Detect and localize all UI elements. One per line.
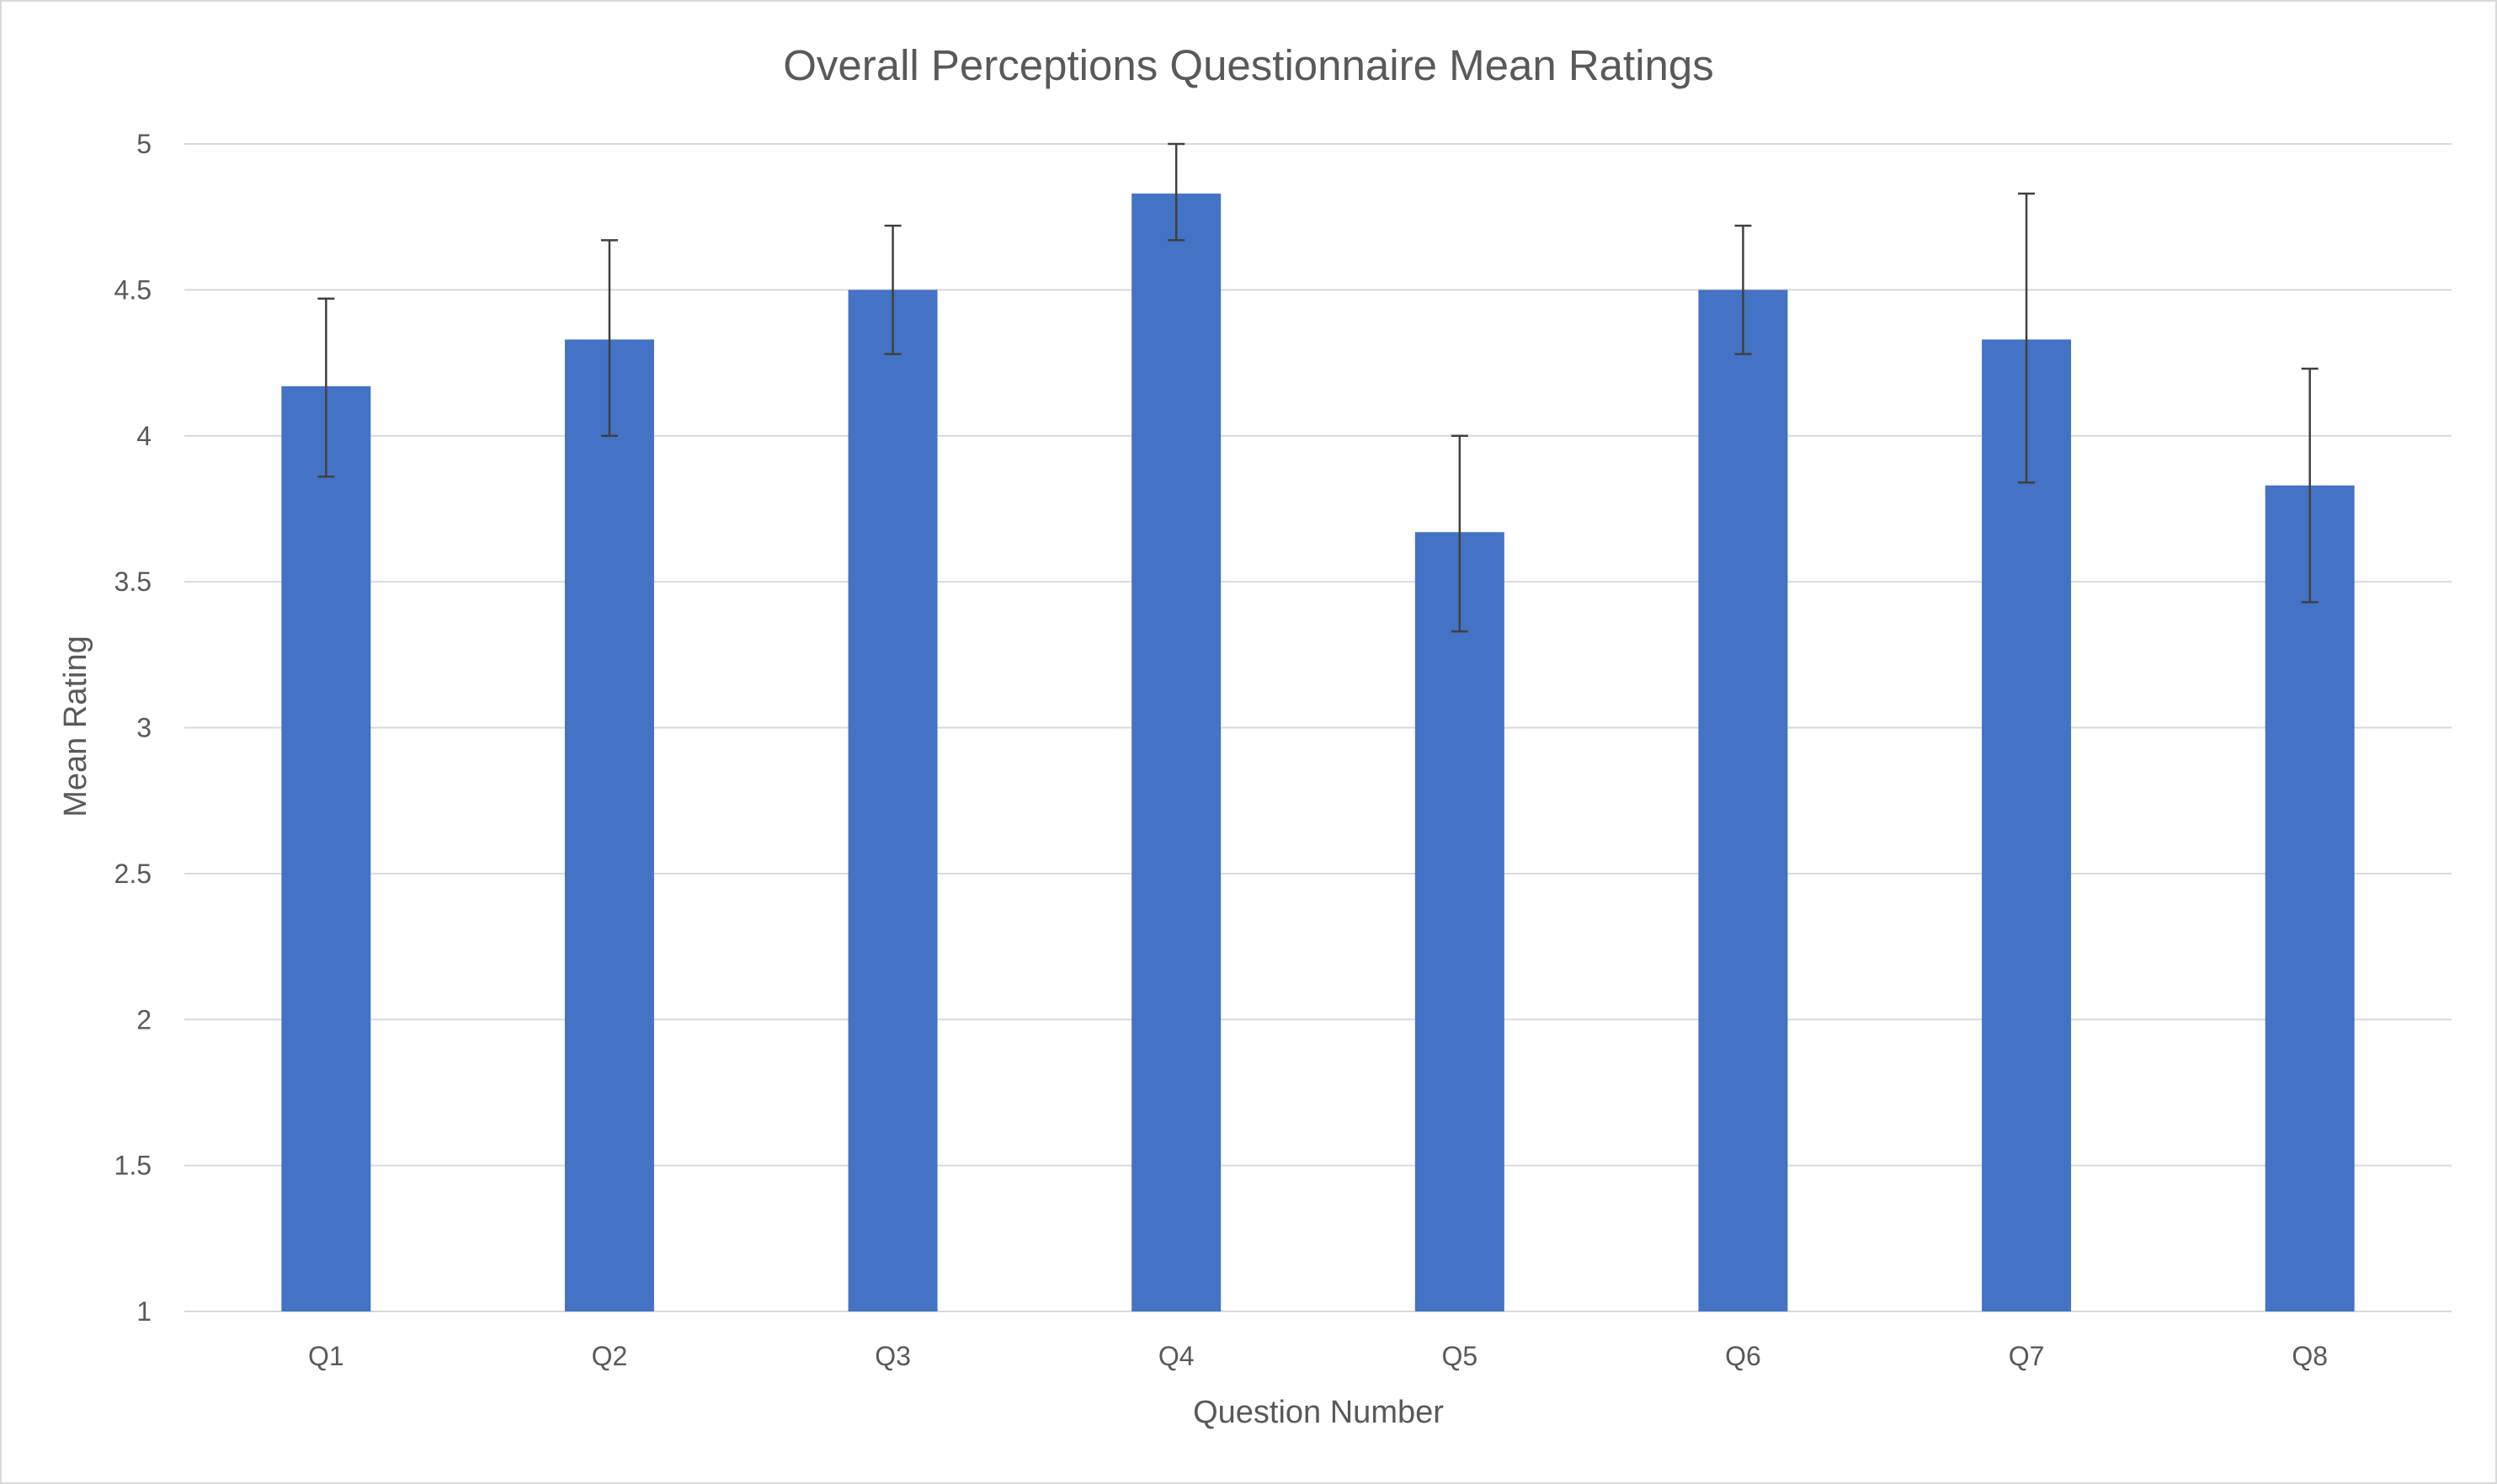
x-tick-label: Q2 (592, 1341, 628, 1371)
x-tick-label: Q4 (1158, 1341, 1195, 1371)
y-tick-label: 2 (136, 1004, 152, 1035)
y-tick-label: 4 (136, 421, 152, 451)
x-tick-label: Q1 (308, 1341, 344, 1371)
x-tick-label: Q8 (2292, 1341, 2328, 1371)
error-bar-q5 (1451, 434, 1468, 633)
x-axis-title: Question Number (1193, 1395, 1444, 1430)
bar-q6 (1698, 290, 1788, 1311)
bar-q2 (564, 339, 654, 1311)
x-tick-label: Q7 (2009, 1341, 2045, 1371)
y-tick-label: 2.5 (114, 859, 152, 889)
y-tick-label: 1 (136, 1296, 152, 1327)
y-axis-title: Mean Rating (58, 636, 93, 816)
error-bar-q2 (600, 239, 618, 437)
bar-q4 (1131, 193, 1222, 1311)
x-axis-ticks: Q1 Q2 Q3 Q4 Q5 Q6 Q7 Q8 (308, 1341, 2328, 1371)
error-bar-q3 (884, 224, 902, 355)
error-bar-q1 (317, 297, 335, 478)
bar-q1 (281, 386, 371, 1311)
bar-q5 (1414, 532, 1504, 1311)
error-bar-q8 (2301, 367, 2319, 604)
x-tick-label: Q5 (1441, 1341, 1477, 1371)
y-tick-label: 3 (136, 713, 152, 743)
error-bar-q6 (1734, 224, 1752, 355)
error-bars (317, 142, 2319, 633)
error-bar-q4 (1168, 142, 1185, 242)
x-tick-label: Q6 (1725, 1341, 1761, 1371)
x-tick-label: Q3 (875, 1341, 911, 1371)
bar-q7 (1982, 339, 2072, 1311)
y-tick-label: 4.5 (114, 274, 152, 305)
y-axis-ticks: 1 1.5 2 2.5 3 3.5 4 4.5 5 (114, 129, 152, 1327)
gridlines (184, 143, 2452, 1312)
y-tick-label: 1.5 (114, 1151, 152, 1181)
y-tick-label: 5 (136, 129, 152, 159)
bars (281, 193, 2355, 1311)
chart-title: Overall Perceptions Questionnaire Mean R… (783, 41, 1714, 89)
bar-q3 (848, 290, 938, 1311)
bar-q8 (2265, 485, 2355, 1311)
error-bar-q7 (2018, 192, 2036, 484)
y-tick-label: 3.5 (114, 566, 152, 597)
